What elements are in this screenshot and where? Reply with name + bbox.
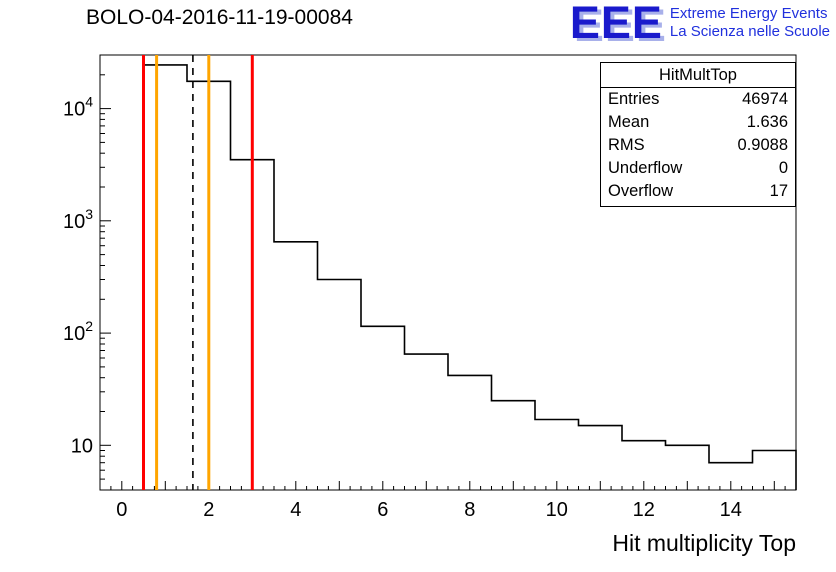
histogram-step-line (142, 64, 797, 490)
stats-row-mean: Mean 1.636 (608, 111, 788, 134)
stats-box: HitMultTop Entries 46974 Mean 1.636 RMS … (600, 62, 796, 207)
y-tick-label: 10 (71, 435, 93, 457)
stats-row-underflow: Underflow 0 (608, 157, 788, 180)
stats-title: HitMultTop (601, 63, 795, 88)
x-tick-label: 8 (464, 499, 475, 521)
y-tick-label: 103 (63, 206, 93, 233)
plot-title: BOLO-04-2016-11-19-00084 (86, 6, 353, 29)
x-tick-label: 0 (116, 499, 127, 521)
stats-value: 0 (778, 159, 788, 177)
stats-row-entries: Entries 46974 (608, 88, 788, 111)
y-tick-label: 102 (63, 318, 93, 345)
stats-value: 0.9088 (737, 136, 788, 154)
x-tick-label: 10 (546, 499, 568, 521)
stats-value: 17 (769, 182, 788, 200)
eee-logo-text: EEE (569, 0, 663, 48)
y-tick-label: 104 (63, 94, 93, 121)
x-axis-title: Hit multiplicity Top (612, 530, 796, 556)
stats-value: 46974 (742, 90, 788, 108)
stats-label: Overflow (608, 182, 674, 200)
eee-logo-subtitles: Extreme Energy Events La Scienza nelle S… (670, 5, 830, 41)
stats-value: 1.636 (746, 113, 788, 131)
eee-logo: EEE Extreme Energy Events La Scienza nel… (569, 0, 830, 48)
stats-label: Entries (608, 90, 660, 108)
stats-label: Underflow (608, 159, 683, 177)
x-tick-label: 14 (720, 499, 742, 521)
eee-logo-subtitle-it: La Scienza nelle Scuole (669, 23, 830, 40)
x-tick-label: 2 (203, 499, 214, 521)
eee-logo-subtitle-en: Extreme Energy Events (669, 5, 828, 22)
x-tick-label: 6 (377, 499, 388, 521)
stats-row-overflow: Overflow 17 (608, 180, 788, 203)
stats-label: RMS (608, 136, 645, 154)
x-tick-label: 12 (633, 499, 655, 521)
stats-label: Mean (608, 113, 650, 131)
x-tick-label: 4 (290, 499, 301, 521)
stats-row-rms: RMS 0.9088 (608, 134, 788, 157)
